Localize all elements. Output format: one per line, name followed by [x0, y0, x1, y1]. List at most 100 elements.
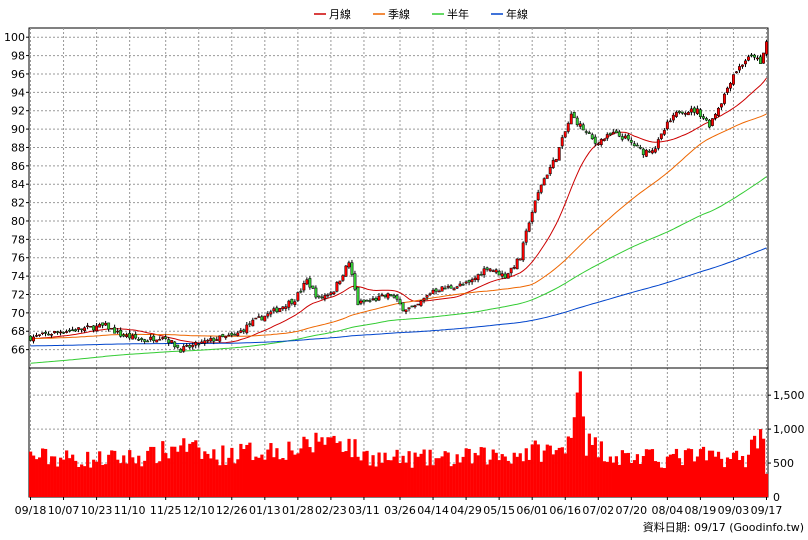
volume-bar: [692, 461, 697, 497]
volume-bar: [53, 456, 57, 497]
volume-bar: [104, 464, 108, 497]
volume-bar: [59, 457, 63, 497]
candle-body: [611, 131, 615, 135]
volume-bar: [50, 456, 54, 497]
candle-body: [98, 324, 102, 328]
volume-bar: [746, 454, 751, 497]
candle-body: [710, 118, 714, 126]
volume-bar: [197, 447, 201, 497]
candle-body: [56, 331, 59, 333]
volume-bar: [437, 458, 441, 497]
volume-bar: [71, 454, 75, 497]
volume-bar: [188, 443, 192, 497]
volume-panel: 500 1,000 1,500 0: [28, 367, 805, 504]
volume-bar: [710, 450, 715, 497]
legend-entry: 半年: [447, 7, 469, 21]
volume-bar: [671, 453, 676, 497]
candle-body: [446, 286, 450, 288]
candle-body: [404, 309, 408, 312]
volume-bar: [641, 456, 646, 497]
candle-body: [584, 131, 588, 133]
candle-body: [596, 143, 600, 146]
candle-body: [35, 335, 38, 337]
candle-body: [521, 242, 525, 261]
volume-bar: [158, 461, 162, 497]
candle-body: [140, 338, 144, 340]
volume-bar: [728, 459, 733, 497]
candle-body: [509, 267, 513, 274]
candle-body: [578, 123, 582, 127]
volume-bar: [719, 458, 724, 497]
candle-body: [620, 136, 624, 140]
price-tick-label: 92: [11, 105, 25, 118]
volume-bar: [722, 467, 727, 497]
candle-body: [662, 130, 666, 135]
candle-body: [686, 112, 690, 116]
volume-bar: [371, 455, 375, 497]
candle-body: [506, 273, 510, 279]
candle-body: [209, 338, 213, 342]
candle-body: [551, 160, 555, 168]
candle-body: [680, 111, 684, 114]
x-tick-label: 10/07: [48, 504, 80, 517]
volume-tick-label: 1,500: [773, 389, 805, 402]
volume-bar: [545, 444, 549, 497]
price-panel: 66 68 70 72 74 76 78 80 82 84 86 88 90 92 94 96 98 100: [4, 27, 769, 497]
price-tick-label: 90: [11, 123, 25, 136]
volume-bar: [305, 439, 309, 497]
x-tick-label: 08/04: [652, 504, 684, 517]
candle-body: [488, 268, 492, 272]
candle-body: [215, 339, 219, 341]
candle-body: [653, 148, 657, 153]
volume-bar: [407, 451, 411, 497]
candle-body: [512, 266, 516, 269]
volume-bar: [86, 451, 90, 497]
candle-body: [759, 56, 762, 64]
candle-body: [491, 270, 495, 272]
volume-bar: [344, 451, 348, 497]
volume-bar: [74, 460, 78, 497]
volume-bar: [635, 454, 640, 497]
volume-bar: [524, 448, 528, 497]
candle-body: [281, 306, 285, 310]
volume-bar: [452, 464, 456, 497]
volume-bar: [434, 458, 438, 497]
candle-body: [485, 267, 489, 270]
volume-bar: [467, 448, 471, 497]
candle-body: [741, 64, 744, 67]
x-tick-label: 09/03: [718, 504, 750, 517]
volume-bar: [233, 463, 237, 497]
volume-bar: [533, 440, 537, 497]
volume-bar: [401, 455, 405, 497]
candle-body: [572, 112, 576, 119]
candle-body: [713, 114, 717, 119]
candle-body: [143, 339, 147, 342]
volume-bar: [491, 449, 495, 497]
volume-bar: [422, 449, 426, 497]
volume-bar: [569, 437, 573, 497]
volume-bar: [353, 439, 357, 497]
volume-bar: [749, 439, 754, 497]
volume-bar: [125, 463, 129, 497]
volume-bar: [662, 468, 667, 497]
candle-body: [545, 174, 549, 179]
volume-bar: [35, 459, 39, 497]
volume-bar: [707, 450, 712, 497]
candle-body: [308, 278, 312, 288]
candle-body: [257, 316, 261, 318]
candle-body: [359, 300, 363, 304]
candle-body: [479, 274, 483, 276]
volume-bar: [686, 448, 691, 497]
candle-body: [86, 325, 90, 328]
volume-bar: [410, 467, 414, 497]
volume-bar: [764, 473, 769, 497]
volume-bar: [506, 460, 510, 497]
x-axis: 09/18 10/07 10/23 11/10 11/25 12/10 12/26 01/13…: [15, 497, 782, 517]
candle-body: [110, 327, 114, 330]
x-tick-label: 09/18: [15, 504, 47, 517]
candle-body: [668, 120, 672, 123]
candle-body: [452, 288, 456, 291]
candle-body: [716, 108, 720, 116]
candle-body: [425, 295, 429, 298]
candle-body: [587, 132, 591, 134]
